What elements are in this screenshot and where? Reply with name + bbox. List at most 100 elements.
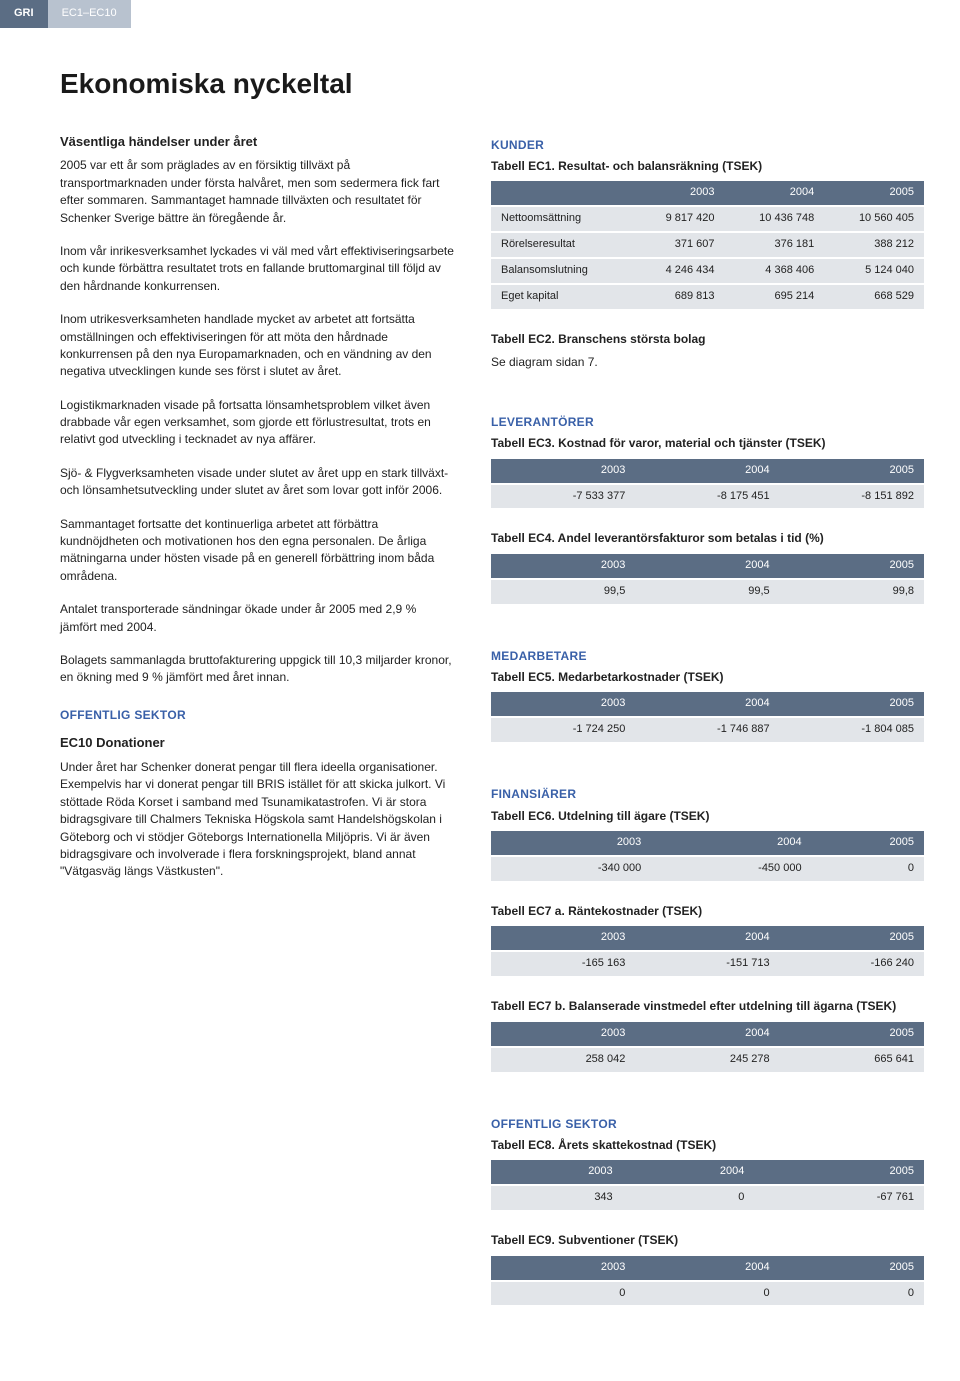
table-row: 258 042 245 278 665 641 — [491, 1047, 924, 1072]
table-cell: 0 — [623, 1185, 755, 1210]
table-header: 2003 — [491, 1256, 635, 1281]
table-header: 2005 — [780, 554, 924, 579]
table-cell: 10 560 405 — [824, 206, 924, 232]
table-header: 2005 — [780, 926, 924, 951]
body-paragraph: Inom vår inrikesverksamhet lyckades vi v… — [60, 243, 455, 295]
table-header: 2004 — [635, 1022, 779, 1047]
table-header: 2004 — [635, 459, 779, 484]
ec6-table: 2003 2004 2005 -340 000 -450 000 0 — [491, 831, 924, 881]
table-cell: 5 124 040 — [824, 258, 924, 284]
table-cell: 0 — [812, 856, 924, 881]
table-row: -340 000 -450 000 0 — [491, 856, 924, 881]
table-cell: 668 529 — [824, 284, 924, 309]
table-cell: 0 — [780, 1281, 924, 1306]
section-label-kunder: KUNDER — [491, 137, 924, 154]
ec1-table: 2003 2004 2005 Nettoomsättning 9 817 420… — [491, 181, 924, 309]
section-label-offentlig: OFFENTLIG SEKTOR — [491, 1116, 924, 1133]
table-header: 2004 — [635, 1256, 779, 1281]
table-header: 2005 — [812, 831, 924, 856]
ec2-caption: Tabell EC2. Branschens största bolag — [491, 331, 924, 348]
ec9-caption: Tabell EC9. Subventioner (TSEK) — [491, 1232, 924, 1249]
table-row: Balansomslutning 4 246 434 4 368 406 5 1… — [491, 258, 924, 284]
table-header: 2003 — [491, 831, 651, 856]
ec9-table: 2003 2004 2005 0 0 0 — [491, 1256, 924, 1306]
table-cell: -450 000 — [651, 856, 811, 881]
row-label: Eget kapital — [491, 284, 633, 309]
tab-strip: GRI EC1–EC10 — [0, 0, 960, 28]
table-row: 0 0 0 — [491, 1281, 924, 1306]
table-cell: 99,5 — [491, 579, 635, 604]
ec10-body: Under året har Schenker donerat pengar t… — [60, 759, 455, 881]
table-cell: 9 817 420 — [633, 206, 725, 232]
ec10-heading: EC10 Donationer — [60, 734, 455, 753]
body-paragraph: Sammantaget fortsatte det kontinuerliga … — [60, 516, 455, 586]
table-cell: 258 042 — [491, 1047, 635, 1072]
table-header: 2005 — [754, 1160, 924, 1185]
table-row: 343 0 -67 761 — [491, 1185, 924, 1210]
table-header: 2005 — [780, 459, 924, 484]
table-header: 2003 — [491, 554, 635, 579]
ec8-table: 2003 2004 2005 343 0 -67 761 — [491, 1160, 924, 1210]
two-column-layout: Väsentliga händelser under året 2005 var… — [0, 133, 960, 1328]
table-cell: -165 163 — [491, 951, 635, 976]
table-header: 2004 — [651, 831, 811, 856]
body-paragraph: Antalet transporterade sändningar ökade … — [60, 601, 455, 636]
table-cell: 695 214 — [725, 284, 825, 309]
table-row: -7 533 377 -8 175 451 -8 151 892 — [491, 484, 924, 509]
table-cell: -1 746 887 — [635, 717, 779, 742]
ec2-reference: Se diagram sidan 7. — [491, 354, 924, 371]
page: GRI EC1–EC10 Ekonomiska nyckeltal Väsent… — [0, 0, 960, 1367]
section-label-leverantorer: LEVERANTÖRER — [491, 414, 924, 431]
table-header: 2005 — [780, 1022, 924, 1047]
table-cell: 0 — [491, 1281, 635, 1306]
ec3-table: 2003 2004 2005 -7 533 377 -8 175 451 -8 … — [491, 459, 924, 509]
ec1-caption: Tabell EC1. Resultat- och balansräkning … — [491, 158, 924, 175]
table-header: 2003 — [491, 926, 635, 951]
table-cell: -7 533 377 — [491, 484, 635, 509]
table-cell: -1 724 250 — [491, 717, 635, 742]
table-cell: 4 246 434 — [633, 258, 725, 284]
left-column: Väsentliga händelser under året 2005 var… — [60, 133, 455, 1328]
table-cell: 0 — [635, 1281, 779, 1306]
ec7a-table: 2003 2004 2005 -165 163 -151 713 -166 24… — [491, 926, 924, 976]
table-header: 2004 — [635, 554, 779, 579]
row-label: Balansomslutning — [491, 258, 633, 284]
table-cell: -8 151 892 — [780, 484, 924, 509]
table-cell: -67 761 — [754, 1185, 924, 1210]
row-label: Rörelseresultat — [491, 232, 633, 258]
table-row: Eget kapital 689 813 695 214 668 529 — [491, 284, 924, 309]
left-subhead: Väsentliga händelser under året — [60, 133, 455, 152]
table-cell: -340 000 — [491, 856, 651, 881]
table-cell: 4 368 406 — [725, 258, 825, 284]
page-title: Ekonomiska nyckeltal — [60, 64, 960, 105]
table-header: 2004 — [725, 181, 825, 206]
ec6-caption: Tabell EC6. Utdelning till ägare (TSEK) — [491, 808, 924, 825]
table-header: 2003 — [491, 459, 635, 484]
table-header: 2004 — [623, 1160, 755, 1185]
ec8-caption: Tabell EC8. Årets skattekostnad (TSEK) — [491, 1137, 924, 1154]
table-header: 2005 — [780, 1256, 924, 1281]
table-row: Nettoomsättning 9 817 420 10 436 748 10 … — [491, 206, 924, 232]
table-cell: 376 181 — [725, 232, 825, 258]
table-row: 99,5 99,5 99,8 — [491, 579, 924, 604]
table-cell: -151 713 — [635, 951, 779, 976]
table-row: -165 163 -151 713 -166 240 — [491, 951, 924, 976]
table-cell: 99,8 — [780, 579, 924, 604]
table-cell: 388 212 — [824, 232, 924, 258]
table-header: 2003 — [491, 692, 635, 717]
table-cell: 245 278 — [635, 1047, 779, 1072]
table-cell: 99,5 — [635, 579, 779, 604]
tab-range: EC1–EC10 — [48, 0, 131, 28]
table-header: 2003 — [633, 181, 725, 206]
table-cell: -166 240 — [780, 951, 924, 976]
section-label-finansiarer: FINANSIÄRER — [491, 786, 924, 803]
body-paragraph: Bolagets sammanlagda bruttofakturering u… — [60, 652, 455, 687]
tab-gri: GRI — [0, 0, 48, 28]
body-paragraph: Sjö- & Flygverksamheten visade under slu… — [60, 465, 455, 500]
ec7b-table: 2003 2004 2005 258 042 245 278 665 641 — [491, 1022, 924, 1072]
table-cell: -8 175 451 — [635, 484, 779, 509]
right-column: KUNDER Tabell EC1. Resultat- och balansr… — [491, 133, 924, 1328]
body-paragraph: Inom utrikesverksamheten handlade mycket… — [60, 311, 455, 381]
table-cell: 10 436 748 — [725, 206, 825, 232]
table-header-blank — [491, 181, 633, 206]
